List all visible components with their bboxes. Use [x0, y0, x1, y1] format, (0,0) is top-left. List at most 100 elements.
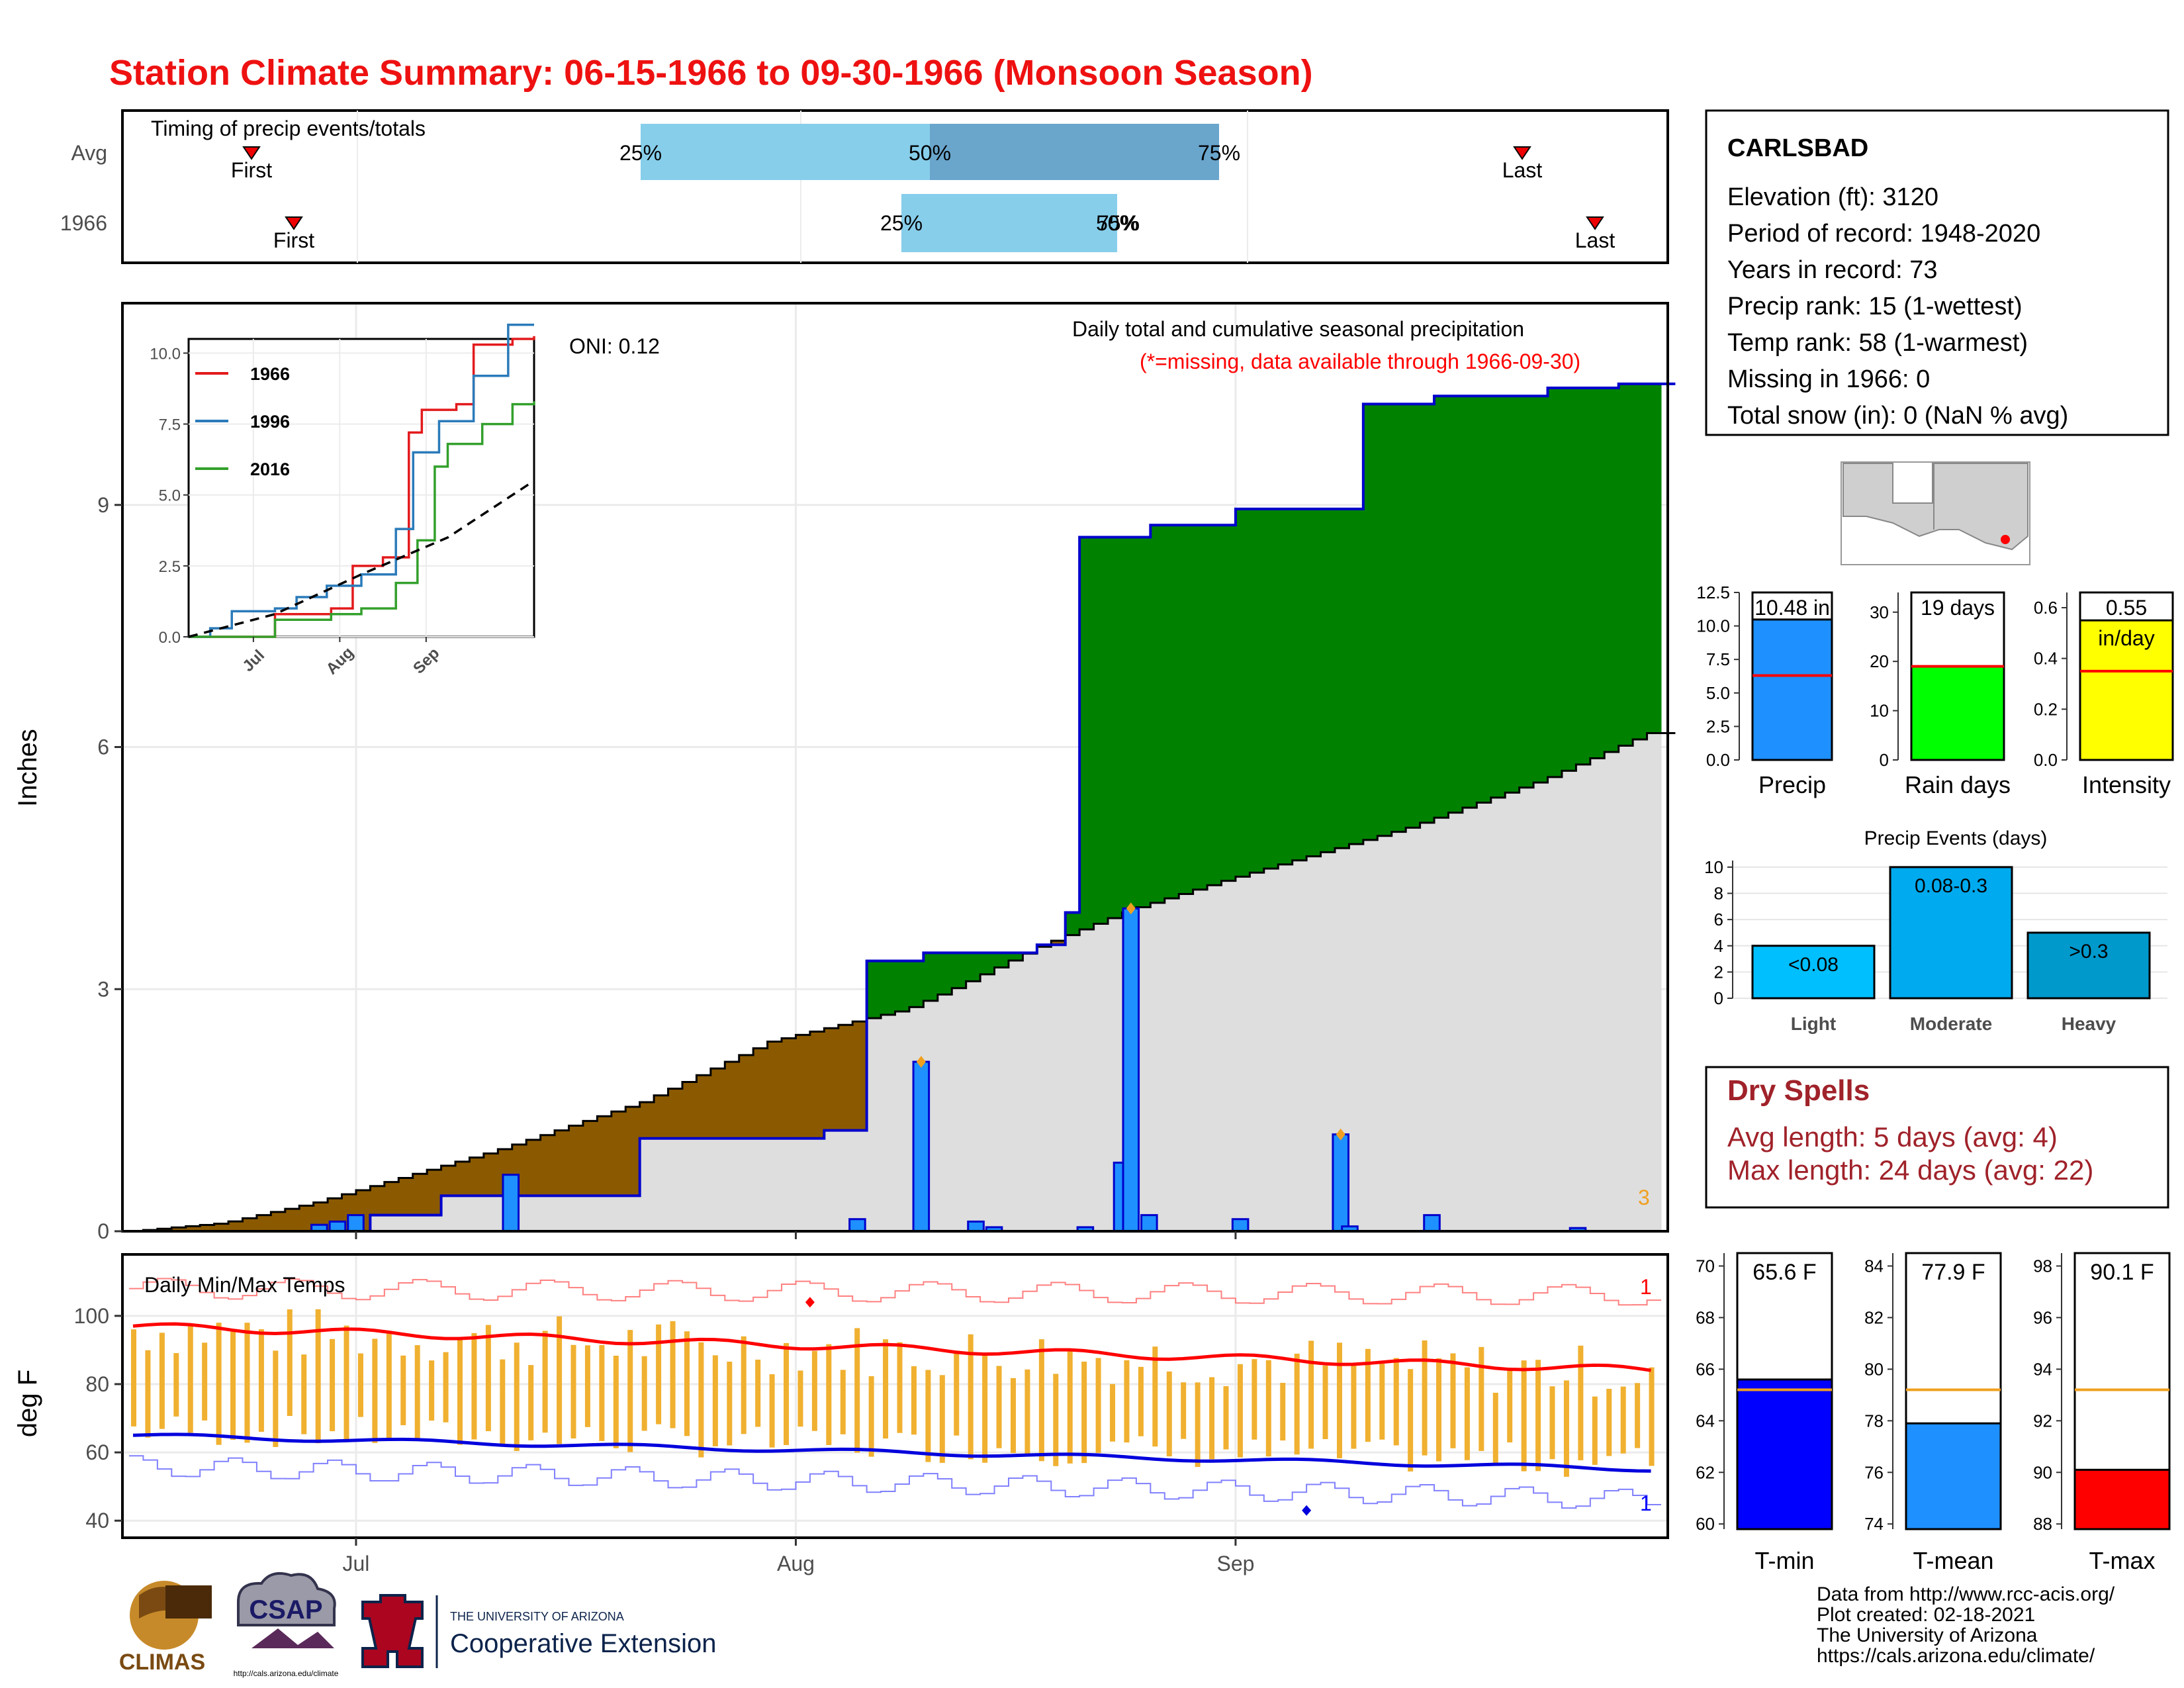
cumulative-base-step [1349, 844, 1364, 1231]
daily-precip-bar [1332, 1133, 1350, 1233]
dry-spells-max: Max length: 24 days (avg: 22) [1727, 1154, 2093, 1186]
surplus-step [1363, 404, 1378, 840]
surplus-step [866, 961, 882, 1019]
inset-frame [187, 338, 535, 638]
events-ytick-label: 6 [1714, 910, 1723, 929]
small-bar-tick-label: 30 [1870, 602, 1889, 622]
daily-temp-range-bar [1195, 1382, 1201, 1468]
daily-temp-range-bar [769, 1374, 775, 1448]
daily-max-marker [1126, 902, 1136, 915]
daily-temp-range-bar [557, 1316, 563, 1444]
surplus-step [1647, 383, 1662, 733]
small-bar-fill [1910, 665, 2005, 761]
deficit-step [171, 1227, 187, 1231]
climas-logo: CLIMAS [119, 1581, 212, 1675]
daily-temp-range-bar [684, 1331, 690, 1436]
cumulative-base-step [895, 1011, 910, 1231]
tmin-bar: 60 62 64 66 68 70 65.6 F T-min [1696, 1252, 1833, 1574]
cumulative-base-step [427, 1215, 442, 1231]
cumulative-base-step [668, 1138, 683, 1231]
cumulative-base-step [398, 1215, 414, 1231]
cumulative-base-step [1136, 907, 1151, 1231]
tmean-bar: 74 76 78 80 82 84 77.9 F T-mean [1864, 1252, 2002, 1574]
daily-temp-range-bar [1067, 1349, 1073, 1464]
deficit-step [370, 1186, 385, 1215]
cumulative-base-step [1406, 827, 1421, 1231]
surplus-step [1221, 525, 1236, 881]
events-ytick-label: 4 [1714, 936, 1723, 956]
main-ytick-label: 9 [97, 493, 109, 517]
inset-line-1996 [189, 323, 534, 638]
record-min-line [129, 1455, 1661, 1509]
daily-temp-range-bar [1223, 1386, 1229, 1450]
surplus-step [1533, 396, 1549, 783]
small-bar-tick-label: 7.5 [1706, 649, 1730, 669]
temp-box-tick-label: 96 [2033, 1307, 2052, 1327]
daily-temp-range-bar [599, 1344, 605, 1441]
cumulative-base-step [1036, 947, 1052, 1231]
temp-box-tick-label: 62 [1696, 1462, 1715, 1482]
footer-line-3: The University of Arizona [1817, 1624, 2038, 1646]
daily-temp-range-bar [1606, 1389, 1612, 1456]
temp-box-tick-label: 88 [2033, 1514, 2052, 1534]
surplus-step [1278, 508, 1293, 865]
daily-temp-range-bar [1563, 1380, 1569, 1477]
daily-temp-range-bar [797, 1370, 803, 1427]
deficit-step [526, 1139, 541, 1196]
cumulative-base-step [654, 1138, 669, 1231]
main-ytick-label: 6 [97, 735, 109, 759]
cumulative-base-step [1278, 864, 1293, 1231]
surplus-step [895, 961, 910, 1011]
daily-temp-range-bar [698, 1342, 704, 1458]
daily-max-marker [916, 1055, 926, 1068]
surplus-step [1561, 388, 1576, 771]
page-title: Station Climate Summary: 06-15-1966 to 0… [109, 53, 1313, 93]
daily-temp-range-bar [443, 1352, 449, 1423]
cumulative-base-step [994, 967, 1009, 1231]
y1966-p25-label: 25% [880, 211, 923, 235]
surplus-step [1250, 508, 1265, 873]
daily-temp-range-bar [1649, 1367, 1655, 1466]
cumulative-base-step [796, 1138, 811, 1231]
avg-50-75-bar [930, 124, 1219, 180]
cumulative-base-step [540, 1196, 555, 1231]
deficit-step [782, 1038, 796, 1139]
cumulative-base-step [682, 1138, 697, 1231]
deficit-step [483, 1153, 498, 1196]
surplus-step [1136, 537, 1151, 908]
surplus-step [1292, 508, 1307, 861]
cumulative-base-step [1377, 835, 1392, 1231]
daily-temp-range-bar [1110, 1383, 1116, 1442]
small-bar-tick-label: 12.5 [1696, 583, 1730, 602]
surplus-step [923, 953, 938, 1001]
daily-temp-range-bar [414, 1345, 420, 1440]
small-bar-tick-label: 2.5 [1706, 716, 1730, 736]
record-max-line [129, 1278, 1661, 1306]
avg-25-50-bar [641, 124, 930, 180]
daily-temp-range-bar [1479, 1346, 1484, 1451]
surplus-step [994, 953, 1009, 968]
events-bar-heavy [2026, 931, 2151, 1000]
temp-box-tick-label: 82 [1864, 1307, 1884, 1327]
temps-xtick-label: Sep [1216, 1552, 1254, 1575]
daily-temp-range-bar [145, 1350, 151, 1438]
temperature-summary-bars: 60 62 64 66 68 70 65.6 F T-min 74 76 78 80 82 84 77.9 … [1696, 1252, 2171, 1574]
daily-temp-range-bar [670, 1321, 676, 1429]
daily-temp-range-bar [1138, 1366, 1144, 1436]
deficit-step [796, 1035, 811, 1139]
daily-temp-range-bar [939, 1375, 945, 1463]
deficit-step [569, 1125, 584, 1196]
tmax-bar: 88 90 92 94 96 98 90.1 F T-max [2033, 1252, 2171, 1574]
deficit-step [540, 1135, 555, 1196]
surplus-step [1008, 953, 1023, 961]
deficit-step [427, 1170, 442, 1215]
cumulative-base-step [1462, 808, 1477, 1231]
temp-box-tick-label: 66 [1696, 1359, 1715, 1379]
main-frame [121, 302, 1669, 1233]
temp-box-tick-label: 78 [1864, 1411, 1884, 1430]
daily-temp-range-bar [1592, 1396, 1598, 1465]
cumulative-base-step [526, 1196, 541, 1231]
small-bar-tick-label: 10.0 [1696, 616, 1730, 636]
daily-temp-range-bar [1294, 1353, 1300, 1455]
daily-temp-range-bar [1053, 1374, 1059, 1466]
